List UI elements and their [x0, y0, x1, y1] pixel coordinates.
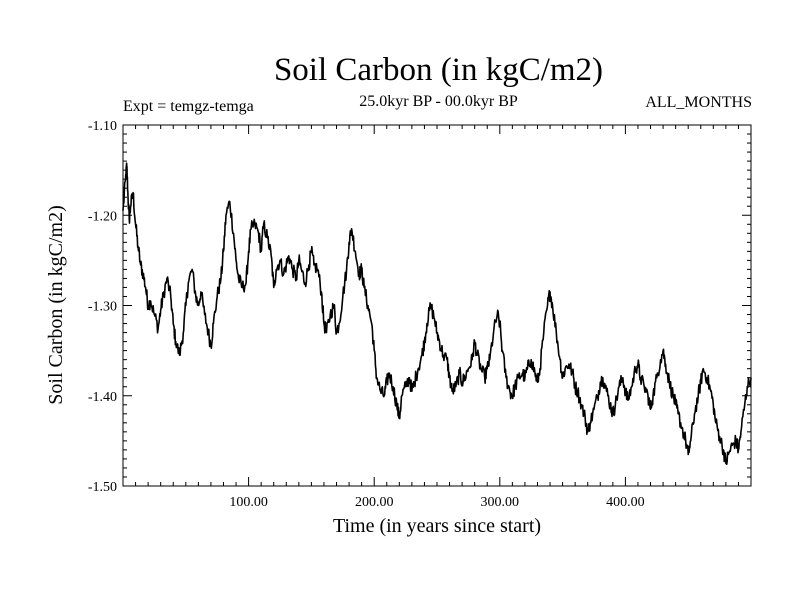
time-period-label: 25.0kyr BP - 00.0kyr BP [359, 93, 518, 110]
data-series-line [122, 162, 752, 465]
months-label: ALL_MONTHS [645, 94, 752, 111]
y-axis-label: Soil Carbon (in kgC/m2) [45, 205, 67, 404]
y-tick-labels: -1.10 -1.20 -1.30 -1.40 -1.50 [88, 119, 117, 495]
x-axis-label: Time (in years since start) [333, 515, 541, 537]
x-tick-label: 100.00 [229, 495, 268, 510]
minor-ticks [123, 125, 751, 486]
plot-frame [122, 124, 752, 487]
experiment-label: Expt = temgz-temga [123, 98, 254, 115]
x-tick-label: 400.00 [606, 495, 645, 510]
y-tick-label: -1.20 [88, 209, 117, 224]
y-tick-label: -1.10 [88, 119, 117, 134]
chart-title: Soil Carbon (in kgC/m2) [273, 52, 604, 88]
y-tick-label: -1.30 [88, 300, 117, 315]
y-tick-label: -1.50 [88, 480, 117, 495]
x-tick-label: 300.00 [481, 495, 520, 510]
major-ticks [123, 124, 751, 487]
y-tick-label: -1.40 [88, 390, 117, 405]
x-tick-labels: 100.00 200.00 300.00 400.00 [229, 495, 644, 510]
x-tick-label: 200.00 [355, 495, 394, 510]
